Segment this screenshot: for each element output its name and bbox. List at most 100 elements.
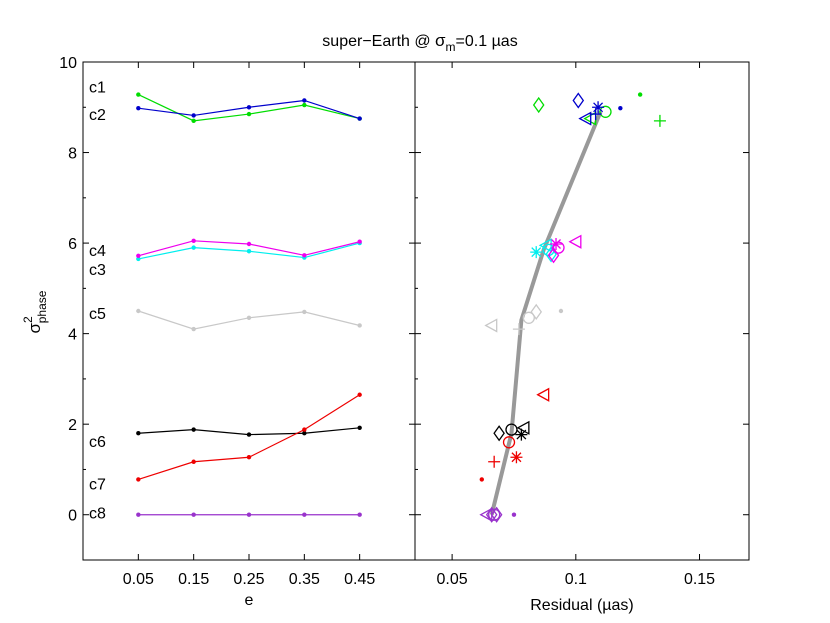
marker-diamond: [493, 425, 505, 442]
left-x-axis-label: e: [245, 592, 254, 609]
marker-star: [515, 428, 528, 441]
left-y-tick-label: 8: [68, 146, 77, 163]
left-panel-bg: [83, 62, 415, 560]
series-point-c7: [302, 427, 307, 432]
series-point-c5: [136, 308, 141, 314]
series-point-c2: [246, 105, 252, 110]
marker-circle: [522, 311, 535, 324]
marker-diamond: [572, 92, 585, 109]
right-panel-series: [479, 92, 666, 523]
series-point-c6: [302, 431, 307, 436]
right-series-c7: [479, 387, 550, 482]
marker-circle: [505, 423, 518, 436]
series-point-c2: [302, 98, 307, 103]
left-panel-series: [136, 92, 362, 517]
series-point-c8: [191, 512, 196, 517]
series-point-c2: [191, 113, 196, 118]
series-point-c1: [246, 111, 252, 117]
left-x-tick-label: 0.25: [233, 571, 264, 588]
left-x-tick-label: 0.05: [123, 571, 154, 588]
left-axis-ticks: 0 2 4 6 8 10 0.05 0.15 0.25 0.35 0.45: [59, 55, 415, 588]
left-series-c2: [136, 98, 362, 121]
right-panel-frame: [414, 61, 750, 561]
series-point-c1: [136, 92, 141, 97]
series-point-c5: [246, 315, 252, 320]
series-point-c4: [246, 241, 252, 247]
marker-circle: [502, 436, 516, 449]
svg-text:σ2phase: σ2phase: [21, 290, 49, 333]
series-point-c5: [302, 309, 307, 315]
left-y-axis-label: σ2phase: [21, 290, 49, 333]
series-point-c2: [357, 116, 362, 121]
marker-tri-left: [484, 318, 498, 333]
series-point-c6: [357, 425, 362, 431]
series-point-c7: [191, 459, 196, 464]
marker-tri-left: [479, 507, 493, 522]
marker-star: [592, 101, 605, 114]
curve-label-c6: c6: [89, 434, 106, 451]
series-point-c1: [191, 118, 196, 124]
curve-label-c1: c1: [89, 80, 106, 97]
series-point-c5: [191, 326, 196, 332]
series-point-c1: [302, 102, 307, 108]
series-point-c2: [136, 105, 141, 111]
right-x-axis-label: Residual (µas): [530, 597, 633, 614]
marker-star: [530, 246, 543, 259]
series-point-c3: [136, 256, 141, 262]
marker-tri-left: [516, 420, 530, 435]
curve-label-c5: c5: [89, 306, 106, 323]
series-point-c3: [191, 245, 196, 250]
right-series-c8: [479, 506, 517, 523]
marker-diamond: [485, 506, 498, 523]
right-series-c4: [547, 234, 582, 264]
right-series-c2: [572, 92, 623, 126]
marker-tri-left: [568, 234, 582, 249]
marker-plus: [589, 108, 602, 121]
left-panel-curve-labels: c1 c2 c3 c4 c5 c6 c7 c8: [89, 80, 106, 523]
marker-plus: [512, 323, 525, 336]
series-point-c8: [136, 512, 141, 517]
left-series-c6: [136, 425, 362, 437]
right-x-tick-label: 0.1: [565, 571, 587, 588]
left-y-tick-label: 0: [68, 508, 77, 525]
marker-tri-left: [536, 387, 550, 402]
series-point-c4: [302, 253, 307, 258]
right-panel-fit-line: [489, 111, 603, 516]
marker-diamond: [530, 303, 543, 321]
right-panel-bg: [415, 62, 749, 560]
marker-diamond: [547, 247, 560, 264]
marker-circle: [488, 508, 501, 521]
marker-diamond: [532, 96, 545, 114]
left-x-tick-label: 0.15: [178, 571, 209, 588]
series-point-c5: [357, 323, 362, 328]
left-y-tick-label: 2: [68, 417, 77, 434]
right-x-tick-label: 0.05: [437, 571, 468, 588]
series-point-c8: [357, 512, 362, 517]
marker-tri-left: [578, 111, 592, 126]
left-series-c8: [136, 512, 362, 517]
series-point-c4: [136, 253, 141, 258]
series-point-c4: [191, 238, 196, 244]
marker-star: [550, 237, 563, 250]
marker-dot: [558, 308, 564, 314]
series-point-c8: [246, 512, 252, 517]
left-series-c5: [136, 308, 362, 332]
left-y-tick-label: 4: [68, 327, 77, 344]
figure-title: super−Earth @ σm=0.1 µas: [322, 31, 517, 54]
marker-dot: [511, 512, 517, 517]
series-point-c6: [246, 432, 252, 437]
marker-plus: [653, 114, 666, 127]
right-series-c6: [493, 420, 530, 442]
marker-star: [510, 451, 523, 464]
curve-label-c4: c4: [89, 243, 106, 260]
left-y-tick-label: 10: [59, 55, 77, 72]
series-point-c7: [136, 477, 141, 482]
series-point-c7: [357, 392, 362, 397]
series-point-c7: [246, 455, 252, 460]
marker-dot: [637, 92, 643, 97]
right-series-c5: [484, 303, 564, 336]
series-point-c6: [136, 431, 141, 436]
left-x-tick-label: 0.45: [344, 571, 375, 588]
marker-circle: [599, 105, 612, 118]
